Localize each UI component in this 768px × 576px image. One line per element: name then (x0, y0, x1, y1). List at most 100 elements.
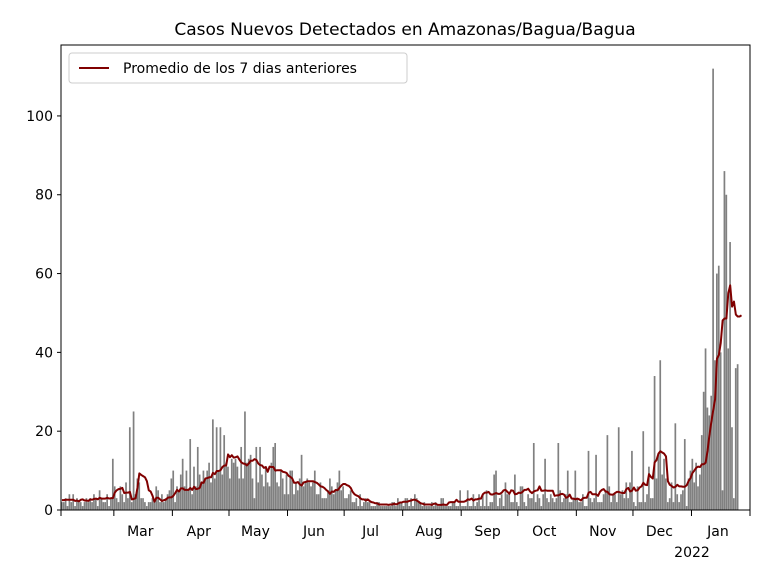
daily-case-bar (195, 486, 197, 510)
daily-case-bar (334, 490, 337, 510)
daily-case-bar (347, 494, 350, 510)
daily-case-bar (582, 494, 584, 510)
daily-case-bar (361, 506, 363, 510)
daily-case-bar (657, 454, 660, 510)
daily-case-bar (272, 446, 275, 510)
daily-case-bar (631, 450, 633, 510)
daily-case-bar (608, 486, 611, 510)
daily-case-bar (570, 502, 573, 510)
daily-case-bar (408, 506, 411, 510)
daily-case-bar (385, 506, 388, 510)
daily-case-bar (378, 502, 380, 510)
daily-case-bar (91, 502, 93, 510)
daily-case-bar (568, 502, 571, 510)
daily-case-bar (344, 498, 346, 510)
daily-case-bar (483, 506, 486, 510)
daily-case-bar (470, 506, 473, 510)
daily-case-bar (200, 482, 203, 510)
daily-case-bar (429, 506, 431, 510)
daily-case-bar (274, 443, 277, 510)
daily-case-bar (147, 502, 150, 510)
daily-case-bar (174, 502, 176, 510)
daily-case-bar (93, 494, 95, 510)
daily-case-bar (119, 486, 122, 510)
daily-case-bar (74, 506, 76, 510)
daily-case-bar (121, 494, 124, 510)
daily-case-bar (117, 502, 120, 510)
daily-case-bar (89, 498, 92, 510)
daily-case-bar (338, 470, 341, 510)
daily-case-bar (685, 506, 688, 510)
daily-case-bar (478, 494, 480, 510)
daily-case-bar (697, 486, 699, 510)
daily-case-bar (600, 502, 603, 510)
daily-case-bar (308, 482, 310, 510)
daily-case-bar (281, 478, 284, 510)
daily-case-bar (162, 502, 165, 510)
daily-case-bar (689, 470, 692, 510)
daily-case-bar (298, 478, 301, 510)
daily-case-bar (349, 490, 352, 510)
daily-case-bar (455, 506, 458, 510)
daily-case-bar (213, 478, 216, 510)
daily-case-bar (359, 494, 361, 510)
daily-case-bar (340, 490, 343, 510)
daily-case-bar (725, 194, 728, 510)
daily-case-bar (504, 482, 507, 510)
daily-case-bar (168, 490, 171, 510)
moving-average-series (61, 284, 743, 506)
daily-case-bar (517, 506, 520, 510)
daily-case-bar (629, 482, 631, 510)
daily-case-bar (432, 506, 435, 510)
daily-case-bar (217, 470, 220, 510)
daily-case-bar (566, 470, 569, 510)
daily-case-bar (249, 454, 252, 510)
daily-case-bar (734, 368, 737, 510)
daily-case-bar (597, 502, 599, 510)
daily-case-bar (702, 391, 705, 510)
daily-case-bar (644, 502, 646, 510)
daily-case-bar (72, 494, 75, 510)
daily-case-bar (62, 502, 65, 510)
daily-case-bar (293, 494, 295, 510)
daily-case-bar (230, 458, 233, 510)
daily-case-bar (234, 458, 237, 510)
daily-case-bar (527, 494, 529, 510)
daily-case-bar (506, 494, 509, 510)
daily-case-bar (731, 427, 733, 510)
daily-case-bar (444, 506, 446, 510)
daily-case-bar (132, 411, 135, 510)
daily-case-bar (242, 478, 244, 510)
daily-case-bar (542, 494, 545, 510)
daily-case-bar (412, 506, 414, 510)
daily-case-bar (366, 502, 369, 510)
daily-case-bar (553, 502, 556, 510)
daily-case-bar (480, 506, 482, 510)
daily-case-bar (183, 486, 186, 510)
daily-case-bar (729, 242, 731, 510)
daily-case-bar (264, 466, 267, 510)
daily-case-bar (393, 502, 395, 510)
daily-case-bar (247, 458, 250, 510)
daily-case-bar (495, 470, 497, 510)
daily-case-bar (423, 502, 426, 510)
daily-case-bar (410, 498, 412, 510)
daily-case-bar (351, 502, 354, 510)
x-tick-label: May (241, 524, 270, 540)
daily-case-bar (111, 458, 114, 510)
daily-case-bar (655, 478, 658, 510)
daily-case-bar (733, 498, 735, 510)
daily-case-bar (714, 360, 716, 510)
daily-case-bar (464, 506, 467, 510)
daily-case-bar (508, 494, 511, 510)
daily-case-bar (332, 494, 335, 510)
daily-case-bar (149, 502, 152, 510)
daily-case-bar (191, 494, 193, 510)
y-axis: 0 20 40 60 80 100 (26, 109, 61, 519)
daily-case-bar (474, 506, 477, 510)
daily-case-bar (680, 494, 682, 510)
daily-case-bar (225, 462, 227, 510)
daily-case-bar (357, 506, 360, 510)
daily-case-bar (98, 490, 101, 510)
daily-case-bar (446, 506, 448, 510)
